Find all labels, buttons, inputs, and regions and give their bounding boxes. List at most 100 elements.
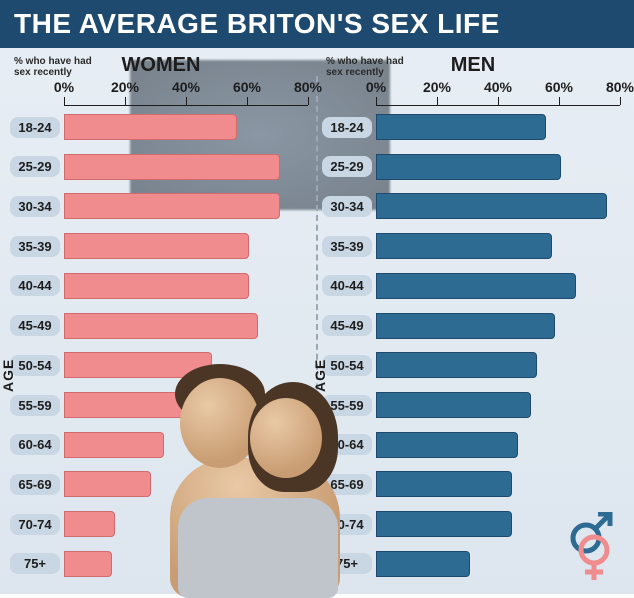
chart-row: 70-74 xyxy=(10,508,308,540)
chart-row: 55-59 xyxy=(322,389,620,421)
category-label: 75+ xyxy=(322,553,372,574)
women-bar xyxy=(64,313,258,339)
panel-women: % who have had sex recently WOMEN 0%20%4… xyxy=(10,54,312,584)
axis-tick-mark xyxy=(376,97,377,105)
chart-row: 25-29 xyxy=(10,151,308,183)
men-bar xyxy=(376,233,552,259)
category-label: 70-74 xyxy=(10,514,60,535)
chart-row: 65-69 xyxy=(10,468,308,500)
men-bar xyxy=(376,392,531,418)
bar-track xyxy=(376,190,620,222)
axis-tick-mark xyxy=(620,97,621,105)
title-bar: THE AVERAGE BRITON'S SEX LIFE xyxy=(0,0,634,48)
axis-tick: 0% xyxy=(366,79,386,95)
infographic-frame: THE AVERAGE BRITON'S SEX LIFE % who have… xyxy=(0,0,634,594)
category-label: 18-24 xyxy=(322,117,372,138)
chart-row: 65-69 xyxy=(322,468,620,500)
men-bar xyxy=(376,511,512,537)
women-bar xyxy=(64,471,151,497)
chart-men: 0%20%40%60%80% 18-2425-2930-3435-3940-44… xyxy=(322,79,624,584)
chart-row: 45-49 xyxy=(10,310,308,342)
bar-track xyxy=(376,310,620,342)
axis-tick: 80% xyxy=(294,79,322,95)
chart-row: 40-44 xyxy=(10,270,308,302)
chart-row: 60-64 xyxy=(10,429,308,461)
chart-row: 75+ xyxy=(10,548,308,580)
axis-tick: 40% xyxy=(484,79,512,95)
chart-row: 30-34 xyxy=(322,190,620,222)
category-label: 30-34 xyxy=(10,196,60,217)
women-bar xyxy=(64,432,164,458)
men-bar xyxy=(376,154,561,180)
category-label: 65-69 xyxy=(322,474,372,495)
bar-track xyxy=(64,111,308,143)
category-label: 50-54 xyxy=(10,355,60,376)
category-label: 25-29 xyxy=(10,156,60,177)
category-label: 35-39 xyxy=(322,236,372,257)
bar-track xyxy=(64,270,308,302)
chart-row: 30-34 xyxy=(10,190,308,222)
women-bar xyxy=(64,273,249,299)
bar-track xyxy=(376,151,620,183)
bar-track xyxy=(376,230,620,262)
bar-track xyxy=(64,548,308,580)
axis-tick-mark xyxy=(125,97,126,105)
age-axis-label-women: AGE xyxy=(0,359,16,392)
subhead-women: % who have had sex recently xyxy=(14,56,92,78)
panel-men: % who have had sex recently MEN 0%20%40%… xyxy=(322,54,624,584)
women-bar xyxy=(64,551,112,577)
ticks-men: 0%20%40%60%80% xyxy=(376,79,620,101)
bar-track xyxy=(64,190,308,222)
page-title: THE AVERAGE BRITON'S SEX LIFE xyxy=(14,8,500,39)
bar-track xyxy=(376,349,620,381)
axis-tick: 60% xyxy=(233,79,261,95)
bar-track xyxy=(376,111,620,143)
women-bar xyxy=(64,511,115,537)
category-label: 50-54 xyxy=(322,355,372,376)
bar-track xyxy=(64,230,308,262)
bar-track xyxy=(376,270,620,302)
bar-track xyxy=(376,389,620,421)
bar-track xyxy=(64,429,308,461)
baseline-women xyxy=(64,105,308,106)
bar-track xyxy=(64,468,308,500)
chart-row: 50-54 xyxy=(322,349,620,381)
women-bar xyxy=(64,392,219,418)
axis-tick: 60% xyxy=(545,79,573,95)
chart-row: 40-44 xyxy=(322,270,620,302)
axis-tick: 0% xyxy=(54,79,74,95)
category-label: 70-74 xyxy=(322,514,372,535)
content-area: % who have had sex recently WOMEN 0%20%4… xyxy=(0,48,634,594)
ticks-women: 0%20%40%60%80% xyxy=(64,79,308,101)
category-label: 65-69 xyxy=(10,474,60,495)
men-bar xyxy=(376,273,576,299)
category-label: 35-39 xyxy=(10,236,60,257)
women-bar xyxy=(64,154,280,180)
age-axis-label-men: AGE xyxy=(312,359,328,392)
category-label: 60-64 xyxy=(10,434,60,455)
chart-row: 35-39 xyxy=(10,230,308,262)
axis-tick: 40% xyxy=(172,79,200,95)
women-bar xyxy=(64,352,212,378)
men-bar xyxy=(376,313,555,339)
women-bar xyxy=(64,233,249,259)
men-bar xyxy=(376,432,518,458)
chart-row: 55-59 xyxy=(10,389,308,421)
axis-tick: 20% xyxy=(423,79,451,95)
category-label: 40-44 xyxy=(10,275,60,296)
bar-track xyxy=(64,508,308,540)
axis-tick: 80% xyxy=(606,79,634,95)
bar-track xyxy=(64,389,308,421)
chart-women: 0%20%40%60%80% 18-2425-2930-3435-3940-44… xyxy=(10,79,312,584)
category-label: 55-59 xyxy=(322,395,372,416)
category-label: 55-59 xyxy=(10,395,60,416)
chart-row: 50-54 xyxy=(10,349,308,381)
bar-track xyxy=(376,468,620,500)
baseline-men xyxy=(376,105,620,106)
bar-track xyxy=(64,349,308,381)
category-label: 25-29 xyxy=(322,156,372,177)
women-bar xyxy=(64,193,280,219)
women-bar xyxy=(64,114,237,140)
chart-row: 25-29 xyxy=(322,151,620,183)
subhead-men: % who have had sex recently xyxy=(326,56,404,78)
